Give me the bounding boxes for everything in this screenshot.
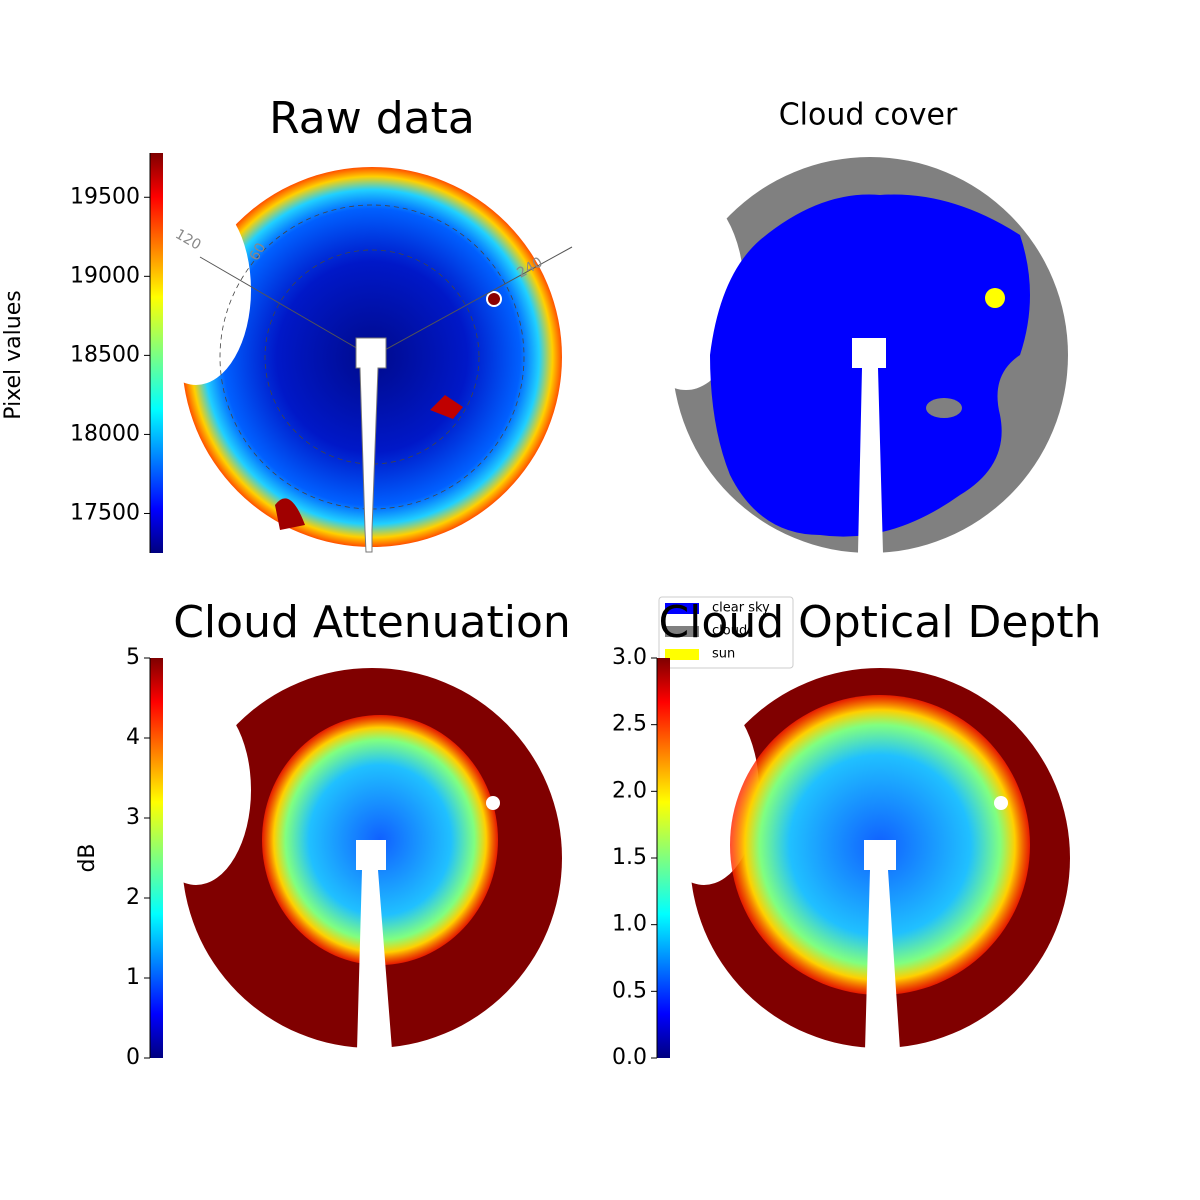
legend: clear sky cloud sun: [658, 596, 794, 669]
legend-label: sun: [712, 647, 735, 662]
tick-label: 3: [126, 805, 140, 830]
colorbar: [150, 153, 163, 553]
tick-label: 2.0: [612, 778, 647, 803]
panel-title: Cloud cover: [779, 98, 958, 133]
cloud-cover-image: [628, 157, 1068, 553]
legend-label: clear sky: [712, 601, 770, 616]
tick-label: 19500: [70, 184, 140, 209]
tick-label: 4: [126, 725, 140, 750]
tick-label: 18500: [70, 342, 140, 367]
legend-swatch: [665, 603, 699, 614]
tick-label: 0.5: [612, 978, 647, 1003]
tick-label: 1: [126, 965, 140, 990]
tick-label: 0: [126, 1045, 140, 1070]
legend-label: cloud: [712, 624, 747, 639]
colorbar-label: Pixel values: [1, 290, 26, 419]
panel-title: Raw data: [269, 93, 475, 144]
tick-label: 18000: [70, 421, 140, 446]
tick-label: 0.0: [612, 1045, 647, 1070]
legend-swatch: [665, 649, 699, 660]
tick-label: 1.5: [612, 845, 647, 870]
colorbar: [150, 658, 163, 1058]
tick-label: 19000: [70, 263, 140, 288]
attenuation-image: [141, 668, 562, 1050]
colorbar-label: dB: [75, 843, 100, 872]
tick-label: 3.0: [612, 645, 647, 670]
tick-label: 17500: [70, 500, 140, 525]
tick-label: 2.5: [612, 712, 647, 737]
colorbar: [657, 658, 670, 1058]
tick-label: 1.0: [612, 912, 647, 937]
optical-depth-image: [649, 668, 1070, 1050]
tick-label: 2: [126, 885, 140, 910]
panel-title: Cloud Attenuation: [173, 597, 571, 648]
panel-title: Cloud Optical Depth: [658, 597, 1101, 648]
azimuth-label: 60: [247, 240, 270, 263]
legend-swatch: [665, 626, 699, 637]
raw-image: [141, 167, 573, 553]
tick-label: 5: [126, 645, 140, 670]
